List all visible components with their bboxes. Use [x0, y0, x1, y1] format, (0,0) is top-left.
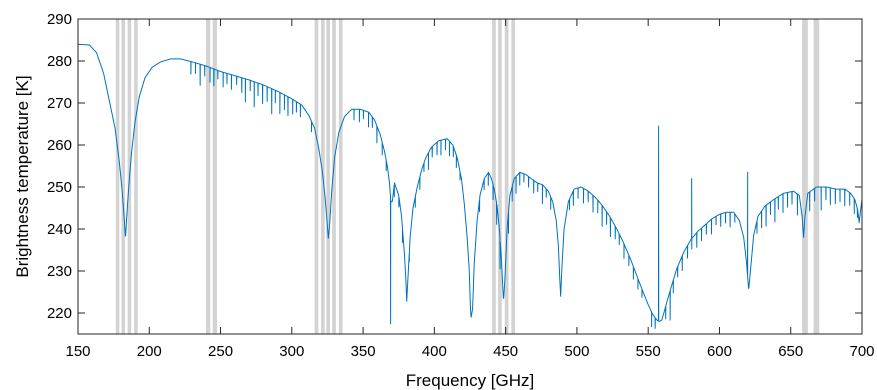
- spectrum-line: [77, 43, 863, 329]
- spectrum-series: [77, 43, 863, 329]
- band-1: [121, 19, 126, 334]
- x-tick-label: 150: [65, 343, 90, 360]
- y-tick-label: 280: [47, 53, 72, 70]
- band-9: [332, 19, 336, 334]
- x-tick-label: 700: [849, 343, 874, 360]
- x-tick-label: 550: [636, 343, 661, 360]
- y-tick-label: 260: [47, 137, 72, 154]
- band-0: [115, 19, 120, 334]
- x-tick-label: 300: [279, 343, 304, 360]
- y-tick-label: 270: [47, 95, 72, 112]
- band-16: [813, 19, 820, 334]
- band-15: [802, 19, 808, 334]
- x-tick-label: 650: [778, 343, 803, 360]
- x-tick-label: 350: [351, 343, 376, 360]
- x-tick-label: 600: [707, 343, 732, 360]
- band-11: [492, 19, 496, 334]
- band-4: [206, 19, 211, 334]
- band-5: [212, 19, 217, 334]
- axis-ticks: [77, 18, 863, 334]
- y-tick-labels: 220 230 240 250 260 270 280 290: [47, 11, 72, 322]
- x-tick-label: 400: [422, 343, 447, 360]
- band-3: [134, 19, 138, 334]
- band-13: [504, 19, 509, 334]
- y-tick-label: 290: [47, 11, 72, 28]
- y-axis-label: Brightness temperature [K]: [13, 75, 32, 277]
- x-tick-label: 200: [137, 343, 162, 360]
- band-14: [511, 19, 516, 334]
- plot-frame: [77, 18, 863, 335]
- y-tick-label: 250: [47, 179, 72, 196]
- band-8: [326, 19, 331, 334]
- x-tick-label: 450: [493, 343, 518, 360]
- x-tick-labels: 150 200 250 300 350 400 450 500 550 600 650 700: [65, 343, 874, 360]
- y-tick-label: 230: [47, 263, 72, 280]
- x-tick-label: 500: [564, 343, 589, 360]
- y-tick-label: 240: [47, 221, 72, 238]
- frequency-bands: [115, 19, 820, 334]
- y-tick-label: 220: [47, 305, 72, 322]
- band-6: [314, 19, 319, 334]
- band-12: [498, 19, 502, 334]
- x-axis-label: Frequency [GHz]: [406, 371, 535, 390]
- x-tick-label: 250: [208, 343, 233, 360]
- band-10: [338, 19, 343, 334]
